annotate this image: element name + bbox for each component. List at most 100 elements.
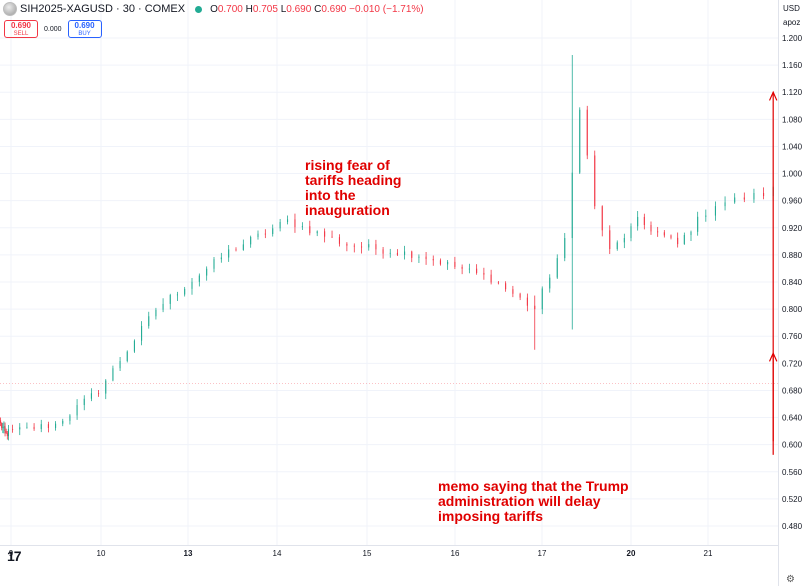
candle bbox=[33, 423, 35, 431]
candle bbox=[338, 234, 341, 247]
time-tick-label: 9 bbox=[9, 549, 14, 558]
price-tick-label: 0.760 bbox=[782, 332, 803, 341]
candle bbox=[361, 241, 363, 254]
chart-grid bbox=[0, 0, 778, 545]
chart-header: SIH2025-XAGUSD · 30 · COMEX O0.700 H0.70… bbox=[0, 0, 780, 18]
time-tick-label: 10 bbox=[97, 549, 106, 558]
candle bbox=[683, 232, 685, 245]
candle bbox=[191, 277, 193, 295]
scale-mode-label[interactable]: apoz bbox=[783, 18, 801, 27]
candle bbox=[594, 150, 596, 210]
price-tick-label: 1.160 bbox=[782, 61, 803, 70]
candle bbox=[126, 350, 128, 363]
candle bbox=[476, 264, 478, 275]
candle bbox=[324, 228, 326, 243]
candle bbox=[418, 254, 420, 264]
close-label: C bbox=[314, 3, 322, 15]
silver-symbol-icon bbox=[3, 2, 17, 16]
symbol-title[interactable]: SIH2025-XAGUSD · 30 · COMEX bbox=[20, 3, 186, 15]
time-tick-label: 14 bbox=[273, 549, 282, 558]
settings-gear-icon[interactable]: ⚙ bbox=[786, 574, 795, 585]
candle bbox=[169, 293, 171, 310]
annotation-arrows bbox=[768, 90, 778, 455]
candle bbox=[346, 242, 348, 252]
price-tick-label: 1.200 bbox=[782, 34, 803, 43]
candle bbox=[62, 418, 64, 427]
annotation-memo: memo saying that the Trump administratio… bbox=[438, 478, 629, 524]
candle bbox=[734, 193, 736, 204]
candles bbox=[0, 54, 778, 441]
candle bbox=[763, 187, 765, 200]
candle bbox=[76, 399, 78, 420]
price-tick-label: 1.080 bbox=[782, 115, 803, 124]
candle bbox=[461, 264, 463, 275]
price-tick-label: 1.040 bbox=[782, 142, 803, 151]
price-axis[interactable]: 1.200 1.160 1.120 1.080 1.040 1.000 0.960 0.920… bbox=[782, 34, 803, 531]
price-tick-label: 0.520 bbox=[782, 495, 803, 504]
price-tick-label: 1.000 bbox=[782, 170, 803, 179]
ohlc-readout: O0.700 H0.705 L0.690 C0.690 −0.010 (−1.7… bbox=[210, 4, 424, 15]
candle bbox=[213, 256, 215, 273]
candle bbox=[439, 258, 441, 266]
low-value: 0.690 bbox=[286, 3, 312, 15]
candle bbox=[309, 220, 311, 236]
candle bbox=[534, 295, 536, 350]
high-value: 0.705 bbox=[252, 3, 278, 15]
candle bbox=[3, 421, 5, 434]
price-tick-label: 0.640 bbox=[782, 414, 803, 423]
sell-price: 0.690 bbox=[10, 20, 32, 30]
candle bbox=[162, 298, 164, 313]
candle bbox=[272, 224, 274, 237]
candle bbox=[579, 107, 581, 174]
candle bbox=[670, 234, 672, 240]
buy-label: BUY bbox=[78, 30, 91, 37]
candle bbox=[724, 196, 726, 211]
buy-price: 0.690 bbox=[74, 20, 95, 30]
candle bbox=[331, 230, 333, 239]
candle bbox=[1, 422, 3, 431]
candle bbox=[301, 222, 303, 230]
candle bbox=[690, 230, 692, 242]
candle bbox=[705, 209, 707, 222]
candle bbox=[98, 390, 100, 397]
candle bbox=[40, 419, 42, 433]
sell-label: SELL bbox=[13, 30, 29, 37]
candle bbox=[630, 223, 632, 242]
candle bbox=[637, 211, 639, 231]
buy-button[interactable]: 0.690 BUY bbox=[67, 20, 102, 38]
candle bbox=[55, 421, 57, 431]
candle bbox=[5, 428, 7, 434]
price-tick-label: 0.960 bbox=[782, 197, 803, 206]
candle bbox=[148, 311, 150, 329]
candle bbox=[526, 293, 528, 312]
candle bbox=[396, 249, 398, 256]
price-tick-label: 0.840 bbox=[782, 278, 803, 287]
candle bbox=[512, 285, 514, 298]
candle bbox=[316, 230, 318, 237]
candle bbox=[497, 280, 499, 285]
candle bbox=[541, 286, 543, 315]
sell-button[interactable]: 0.690 SELL bbox=[4, 20, 38, 38]
close-value: 0.690 bbox=[321, 3, 347, 15]
trade-buttons: 0.690 SELL 0.000 0.690 BUY bbox=[4, 20, 102, 38]
candle bbox=[643, 213, 645, 230]
candle bbox=[141, 321, 143, 346]
change-value: −0.010 (−1.71%) bbox=[349, 3, 424, 15]
candle bbox=[0, 417, 2, 427]
candle bbox=[657, 226, 659, 237]
price-tick-label: 0.720 bbox=[782, 359, 803, 368]
candle bbox=[368, 239, 370, 251]
candle bbox=[375, 239, 377, 255]
candle bbox=[235, 247, 237, 252]
candle bbox=[519, 292, 521, 301]
candle bbox=[105, 379, 107, 400]
candle bbox=[743, 192, 745, 203]
tradingview-logo[interactable]: 17 bbox=[7, 548, 22, 564]
currency-label[interactable]: USD bbox=[783, 4, 800, 13]
candle bbox=[411, 250, 413, 263]
candle bbox=[7, 424, 9, 441]
candle bbox=[220, 252, 222, 263]
candle bbox=[650, 221, 652, 235]
time-axis[interactable]: 9 10 13 14 15 16 17 20 21 bbox=[9, 549, 713, 558]
